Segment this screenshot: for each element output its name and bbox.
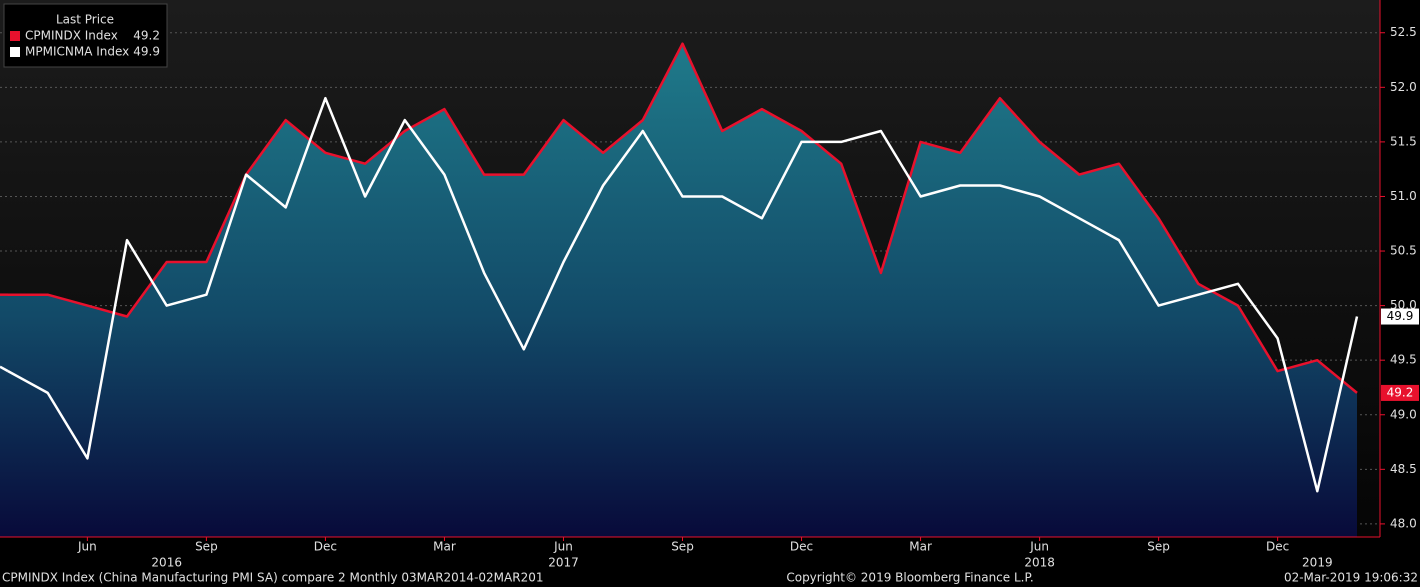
footer-right: 02-Mar-2019 19:06:32 bbox=[1284, 571, 1418, 585]
legend-label: CPMINDX Index bbox=[25, 29, 118, 43]
legend-box bbox=[3, 3, 168, 68]
legend-title: Last Price bbox=[56, 13, 114, 27]
legend-value: 49.2 bbox=[133, 29, 160, 43]
year-label: 2016 bbox=[151, 556, 182, 570]
y-tick-label: 48.0 bbox=[1390, 516, 1417, 530]
y-tick-label: 48.5 bbox=[1390, 462, 1417, 476]
legend-swatch bbox=[10, 31, 20, 41]
x-tick-label: Sep bbox=[195, 540, 218, 554]
series-line bbox=[7, 96, 1359, 493]
y-tick-label: 50.5 bbox=[1390, 244, 1417, 258]
last-value-label: 49.2 bbox=[1387, 385, 1414, 399]
y-tick-label: 52.5 bbox=[1390, 25, 1417, 39]
last-value-label: 49.9 bbox=[1387, 309, 1414, 323]
x-tick-label: Mar bbox=[433, 540, 456, 554]
x-tick-label: Sep bbox=[1147, 540, 1170, 554]
x-tick-label: Jun bbox=[1029, 540, 1049, 554]
series-lead bbox=[0, 365, 9, 373]
last-value-tag bbox=[1381, 308, 1419, 325]
y-tick-label: 49.5 bbox=[1390, 353, 1417, 367]
footer-left: CPMINDX Index (China Manufacturing PMI S… bbox=[2, 571, 543, 585]
legend: Last Price bbox=[3, 3, 168, 68]
legend-value: 49.9 bbox=[133, 45, 160, 59]
year-label: 2017 bbox=[548, 556, 579, 570]
year-label: 2019 bbox=[1302, 556, 1333, 570]
x-tick-label: Jun bbox=[77, 540, 97, 554]
y-tick-label: 51.5 bbox=[1390, 134, 1417, 148]
year-label: 2018 bbox=[1024, 556, 1055, 570]
footer-center: Copyright© 2019 Bloomberg Finance L.P. bbox=[786, 571, 1033, 585]
legend-swatch bbox=[10, 47, 20, 57]
last-value-tag bbox=[1381, 384, 1419, 401]
x-tick-label: Dec bbox=[1266, 540, 1289, 554]
series-area bbox=[0, 43, 1357, 537]
legend-label: MPMICNMA Index bbox=[25, 45, 129, 59]
x-tick-label: Dec bbox=[314, 540, 337, 554]
y-tick-label: 49.0 bbox=[1390, 407, 1417, 421]
x-tick-label: Sep bbox=[671, 540, 694, 554]
y-tick-label: 51.0 bbox=[1390, 189, 1417, 203]
x-tick-label: Jun bbox=[553, 540, 573, 554]
series-line bbox=[8, 42, 1358, 394]
x-tick-label: Mar bbox=[909, 540, 932, 554]
x-tick-label: Dec bbox=[790, 540, 813, 554]
y-tick-label: 52.0 bbox=[1390, 80, 1417, 94]
